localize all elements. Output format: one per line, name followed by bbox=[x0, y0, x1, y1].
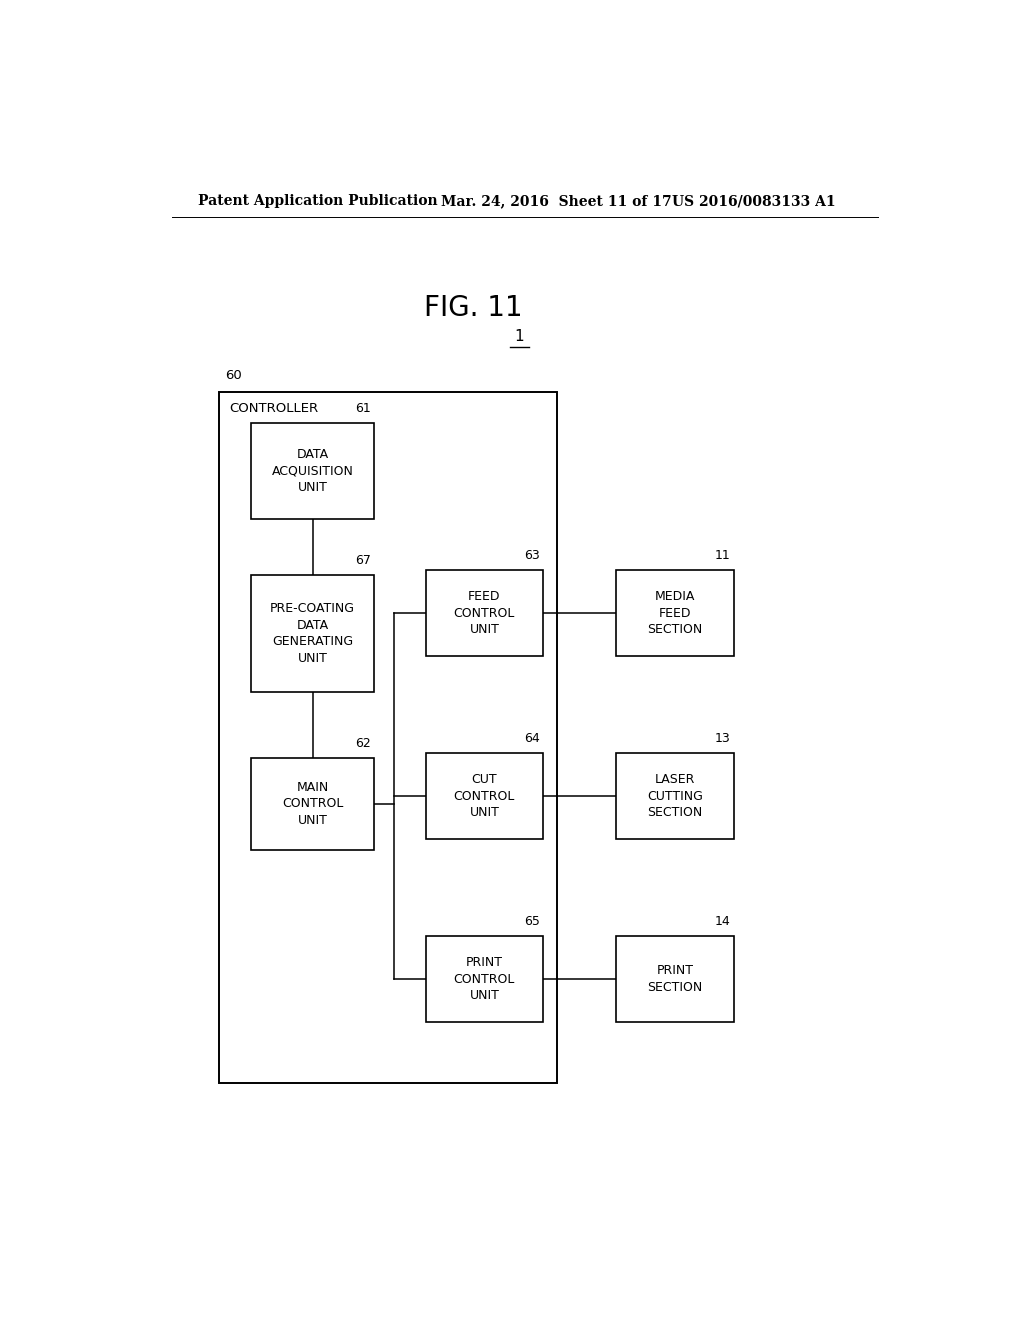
Bar bbox=[426, 752, 543, 840]
Text: 14: 14 bbox=[715, 915, 730, 928]
Text: PRINT
CONTROL
UNIT: PRINT CONTROL UNIT bbox=[454, 956, 515, 1002]
Text: CONTROLLER: CONTROLLER bbox=[228, 403, 317, 416]
Text: 13: 13 bbox=[715, 731, 730, 744]
Bar bbox=[251, 576, 374, 692]
Text: 63: 63 bbox=[524, 549, 540, 562]
Text: DATA
ACQUISITION
UNIT: DATA ACQUISITION UNIT bbox=[271, 447, 353, 494]
Bar bbox=[616, 752, 733, 840]
Text: 11: 11 bbox=[715, 549, 730, 562]
Bar bbox=[251, 758, 374, 850]
Text: FEED
CONTROL
UNIT: FEED CONTROL UNIT bbox=[454, 590, 515, 636]
Text: MAIN
CONTROL
UNIT: MAIN CONTROL UNIT bbox=[282, 781, 343, 826]
Text: 60: 60 bbox=[225, 370, 243, 381]
Text: 62: 62 bbox=[355, 737, 371, 750]
Bar bbox=[426, 936, 543, 1022]
Bar bbox=[616, 570, 733, 656]
Text: CUT
CONTROL
UNIT: CUT CONTROL UNIT bbox=[454, 774, 515, 820]
Text: 1: 1 bbox=[514, 329, 524, 345]
Text: 61: 61 bbox=[355, 401, 371, 414]
Bar bbox=[251, 422, 374, 519]
Text: US 2016/0083133 A1: US 2016/0083133 A1 bbox=[672, 194, 836, 209]
Text: 64: 64 bbox=[524, 731, 540, 744]
Text: 67: 67 bbox=[355, 554, 371, 568]
Text: Patent Application Publication: Patent Application Publication bbox=[198, 194, 437, 209]
Bar bbox=[219, 392, 557, 1084]
Text: 65: 65 bbox=[524, 915, 540, 928]
Text: PRINT
SECTION: PRINT SECTION bbox=[647, 965, 702, 994]
Text: Mar. 24, 2016  Sheet 11 of 17: Mar. 24, 2016 Sheet 11 of 17 bbox=[441, 194, 672, 209]
Text: PRE-COATING
DATA
GENERATING
UNIT: PRE-COATING DATA GENERATING UNIT bbox=[270, 602, 355, 665]
Bar bbox=[616, 936, 733, 1022]
Bar bbox=[426, 570, 543, 656]
Text: FIG. 11: FIG. 11 bbox=[424, 294, 522, 322]
Text: LASER
CUTTING
SECTION: LASER CUTTING SECTION bbox=[647, 774, 702, 820]
Text: MEDIA
FEED
SECTION: MEDIA FEED SECTION bbox=[647, 590, 702, 636]
